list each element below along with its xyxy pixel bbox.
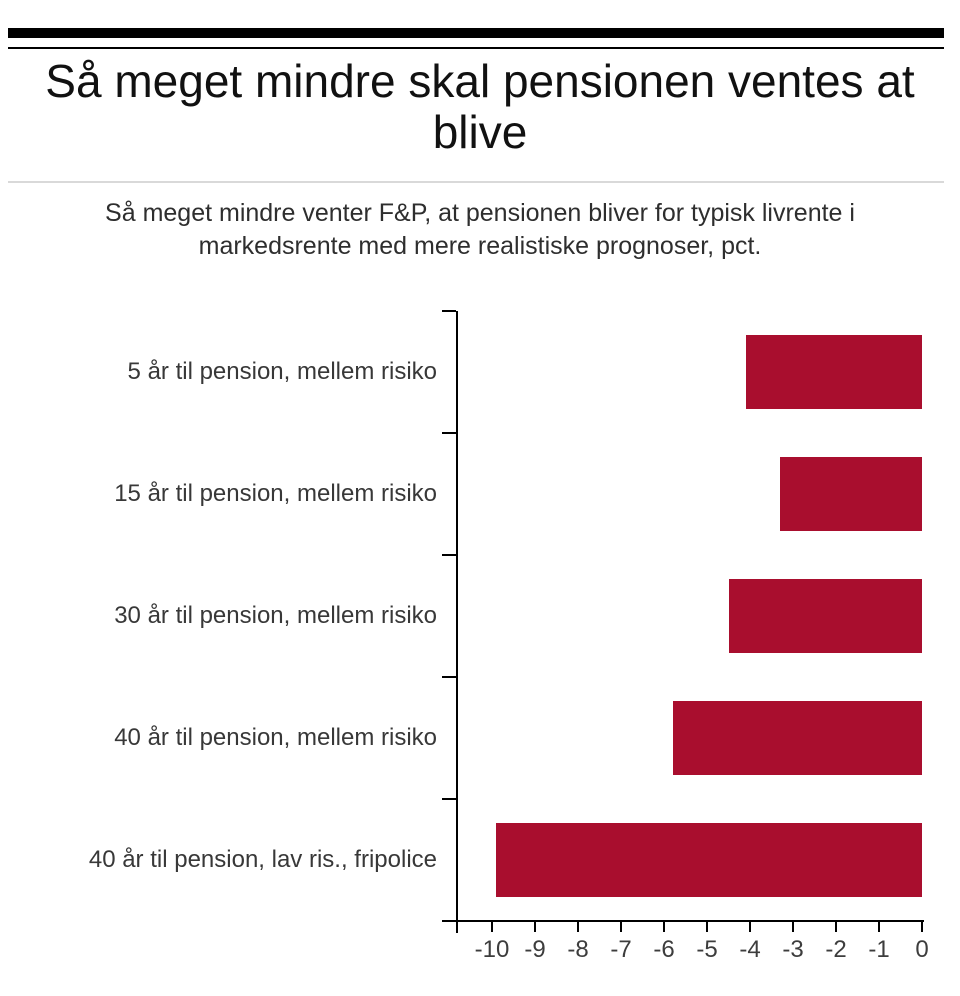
x-axis-tick	[835, 920, 837, 932]
page-title: Så meget mindre skal pensionen ventes at…	[0, 56, 960, 158]
category-label: 15 år til pension, mellem risiko	[114, 480, 437, 507]
chart-bar	[672, 701, 922, 775]
category-label: 40 år til pension, mellem risiko	[114, 724, 437, 751]
x-axis-tick-label: -8	[567, 936, 589, 963]
x-axis-tick	[577, 920, 579, 932]
x-axis-tick-label: -2	[825, 936, 847, 963]
x-axis-tick	[534, 920, 536, 932]
x-axis-tick-label: -1	[868, 936, 890, 963]
x-axis-tick-label: -10	[474, 936, 510, 963]
x-axis-tick-label: -9	[524, 936, 546, 963]
y-axis-tick	[442, 432, 456, 434]
x-axis-tick	[706, 920, 708, 932]
x-axis-tick-label: -7	[610, 936, 632, 963]
category-label: 5 år til pension, mellem risiko	[127, 358, 437, 385]
x-axis-tick	[663, 920, 665, 932]
x-axis-tick	[878, 920, 880, 932]
page-title-line-1: Så meget mindre skal pensionen ventes at	[45, 55, 915, 107]
chart-subtitle-line-1: Så meget mindre venter F&P, at pensionen…	[105, 199, 855, 227]
x-axis-tick-label: -5	[696, 936, 718, 963]
chart-subtitle-line-2: markedsrente med mere realistiske progno…	[198, 232, 762, 260]
top-thin-rule	[8, 47, 944, 49]
y-axis-tick	[442, 676, 456, 678]
y-axis-tick	[442, 554, 456, 556]
y-axis-line	[456, 311, 458, 933]
chart-bar	[496, 823, 922, 897]
top-thick-rule	[8, 28, 944, 38]
x-axis-tick-label: -3	[782, 936, 804, 963]
x-axis-tick	[749, 920, 751, 932]
x-axis-tick-label: -6	[653, 936, 675, 963]
x-axis-tick	[792, 920, 794, 932]
x-axis-tick	[620, 920, 622, 932]
x-axis-tick-label: 0	[915, 936, 929, 963]
title-divider	[8, 181, 944, 183]
category-label: 40 år til pension, lav ris., fripolice	[88, 846, 437, 873]
category-label: 30 år til pension, mellem risiko	[114, 602, 437, 629]
chart-bar	[780, 457, 922, 531]
chart-subtitle: Så meget mindre venter F&P, at pensionen…	[0, 197, 960, 263]
y-axis-tick	[442, 798, 456, 800]
page-title-line-2: blive	[432, 106, 528, 158]
chart-bar	[728, 579, 922, 653]
x-axis-tick	[921, 920, 923, 932]
x-axis-tick-label: -4	[739, 936, 761, 963]
y-axis-tick	[442, 920, 456, 922]
x-axis-line	[456, 920, 924, 922]
x-axis-tick	[491, 920, 493, 932]
y-axis-tick	[442, 310, 456, 312]
chart-bar	[745, 335, 922, 409]
